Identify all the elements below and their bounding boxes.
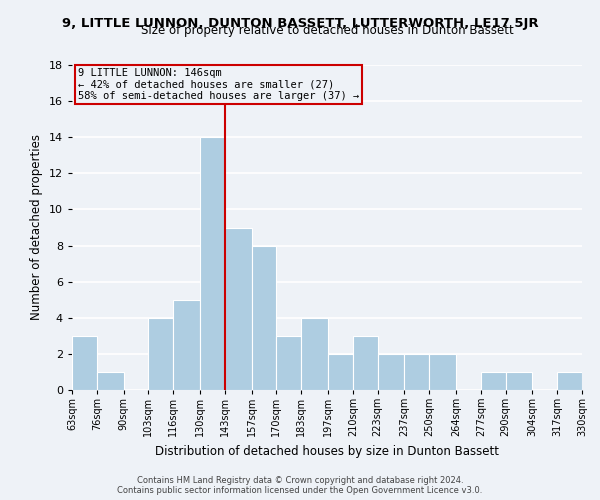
Bar <box>97 372 124 390</box>
Bar <box>148 318 173 390</box>
Bar <box>301 318 328 390</box>
Bar <box>277 336 301 390</box>
Bar <box>557 372 582 390</box>
Bar <box>353 336 377 390</box>
Bar <box>200 137 225 390</box>
Bar <box>225 228 251 390</box>
Text: 9, LITTLE LUNNON, DUNTON BASSETT, LUTTERWORTH, LE17 5JR: 9, LITTLE LUNNON, DUNTON BASSETT, LUTTER… <box>62 18 538 30</box>
Text: Contains HM Land Registry data © Crown copyright and database right 2024.
Contai: Contains HM Land Registry data © Crown c… <box>118 476 482 495</box>
Bar <box>173 300 200 390</box>
Title: Size of property relative to detached houses in Dunton Bassett: Size of property relative to detached ho… <box>140 24 514 38</box>
X-axis label: Distribution of detached houses by size in Dunton Bassett: Distribution of detached houses by size … <box>155 445 499 458</box>
Bar <box>429 354 456 390</box>
Text: 9 LITTLE LUNNON: 146sqm
← 42% of detached houses are smaller (27)
58% of semi-de: 9 LITTLE LUNNON: 146sqm ← 42% of detache… <box>78 68 359 101</box>
Bar <box>481 372 506 390</box>
Bar <box>251 246 277 390</box>
Y-axis label: Number of detached properties: Number of detached properties <box>30 134 43 320</box>
Bar <box>72 336 97 390</box>
Bar <box>404 354 429 390</box>
Bar <box>328 354 353 390</box>
Bar <box>377 354 404 390</box>
Bar <box>506 372 532 390</box>
